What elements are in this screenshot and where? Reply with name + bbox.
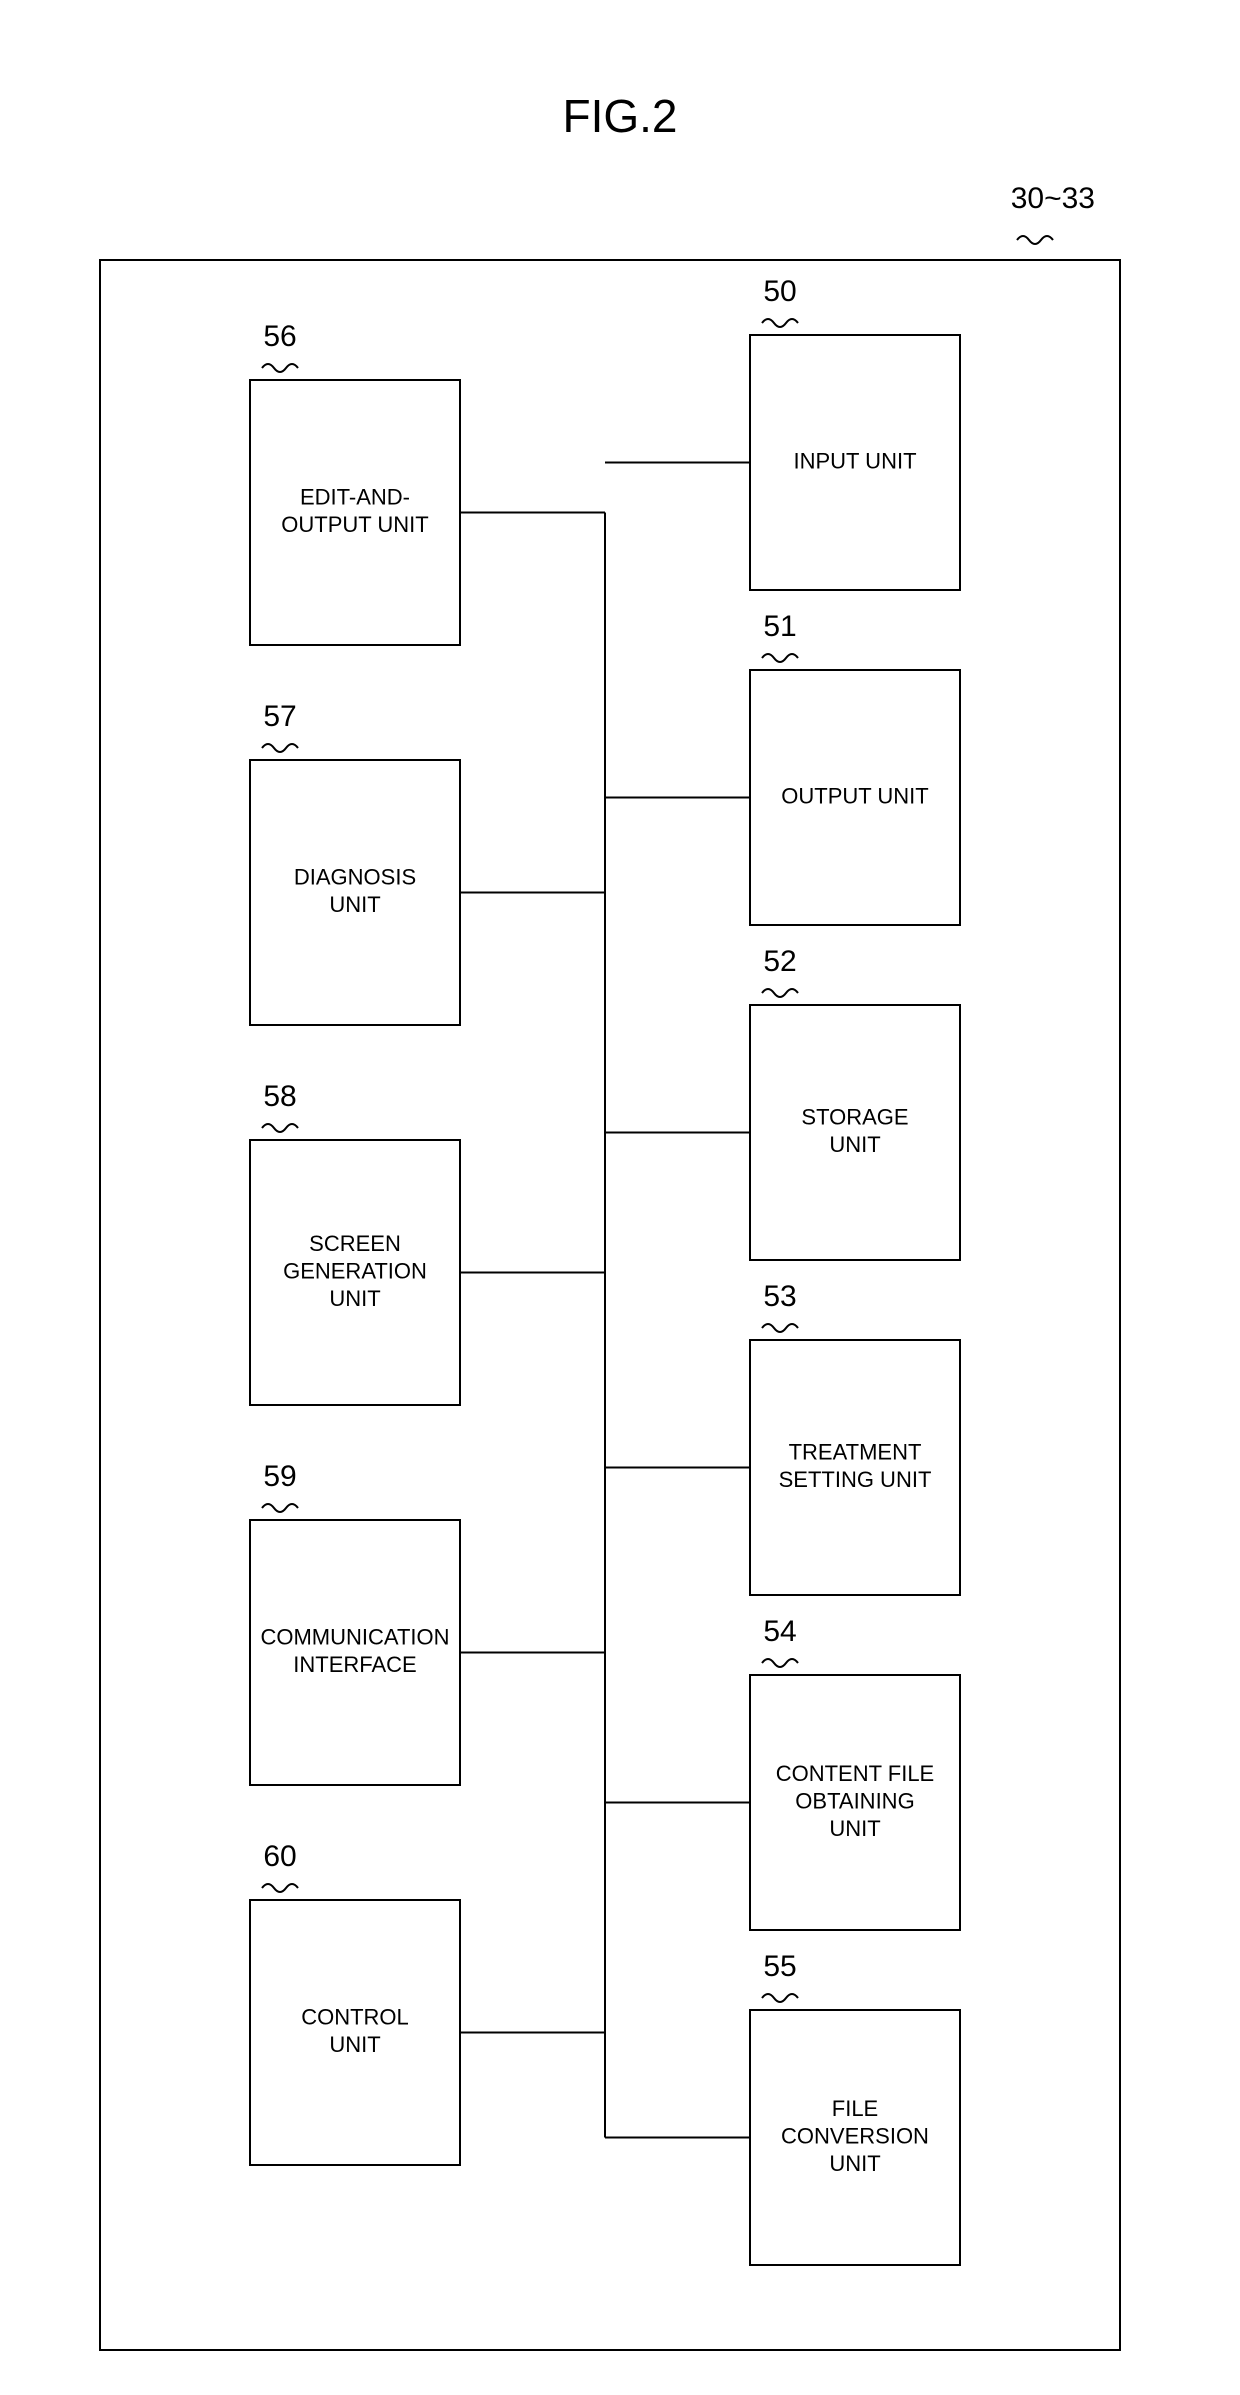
unit-label-54: CONTENT FILE (776, 1761, 935, 1786)
unit-label-56: OUTPUT UNIT (281, 512, 428, 537)
unit-label-53: SETTING UNIT (779, 1467, 932, 1492)
unit-label-57: DIAGNOSIS (294, 865, 416, 890)
unit-label-58: SCREEN (309, 1231, 401, 1256)
ref-label-50: 50 (763, 275, 796, 308)
ref-label-58: 58 (263, 1080, 296, 1113)
ref-label-57: 57 (263, 700, 296, 733)
ref-label-53: 53 (763, 1280, 796, 1313)
ref-label-52: 52 (763, 945, 796, 978)
unit-label-52: STORAGE (801, 1105, 908, 1130)
unit-label-53: TREATMENT (789, 1440, 922, 1465)
unit-label-58: GENERATION (283, 1258, 427, 1283)
ref-label-55: 55 (763, 1950, 796, 1983)
outer-ref-label: 30~33 (1011, 182, 1095, 215)
ref-label-60: 60 (263, 1840, 296, 1873)
unit-label-54: UNIT (829, 1816, 880, 1841)
figure-title: FIG.2 (562, 90, 677, 142)
unit-label-55: UNIT (829, 2151, 880, 2176)
unit-label-50: INPUT UNIT (793, 448, 916, 473)
unit-label-51: OUTPUT UNIT (781, 783, 928, 808)
unit-label-59: INTERFACE (293, 1652, 416, 1677)
ref-label-51: 51 (763, 610, 796, 643)
unit-label-59: COMMUNICATION (260, 1625, 449, 1650)
unit-label-52: UNIT (829, 1132, 880, 1157)
unit-label-58: UNIT (329, 1286, 380, 1311)
ref-label-56: 56 (263, 320, 296, 353)
unit-label-55: CONVERSION (781, 2123, 929, 2148)
unit-label-57: UNIT (329, 892, 380, 917)
unit-label-60: CONTROL (301, 2005, 409, 2030)
ref-label-59: 59 (263, 1460, 296, 1493)
unit-label-60: UNIT (329, 2032, 380, 2057)
unit-label-54: OBTAINING (795, 1788, 914, 1813)
unit-label-55: FILE (832, 2096, 878, 2121)
outer-ref-squiggle (1017, 236, 1053, 244)
unit-label-56: EDIT-AND- (300, 485, 410, 510)
ref-label-54: 54 (763, 1615, 796, 1648)
